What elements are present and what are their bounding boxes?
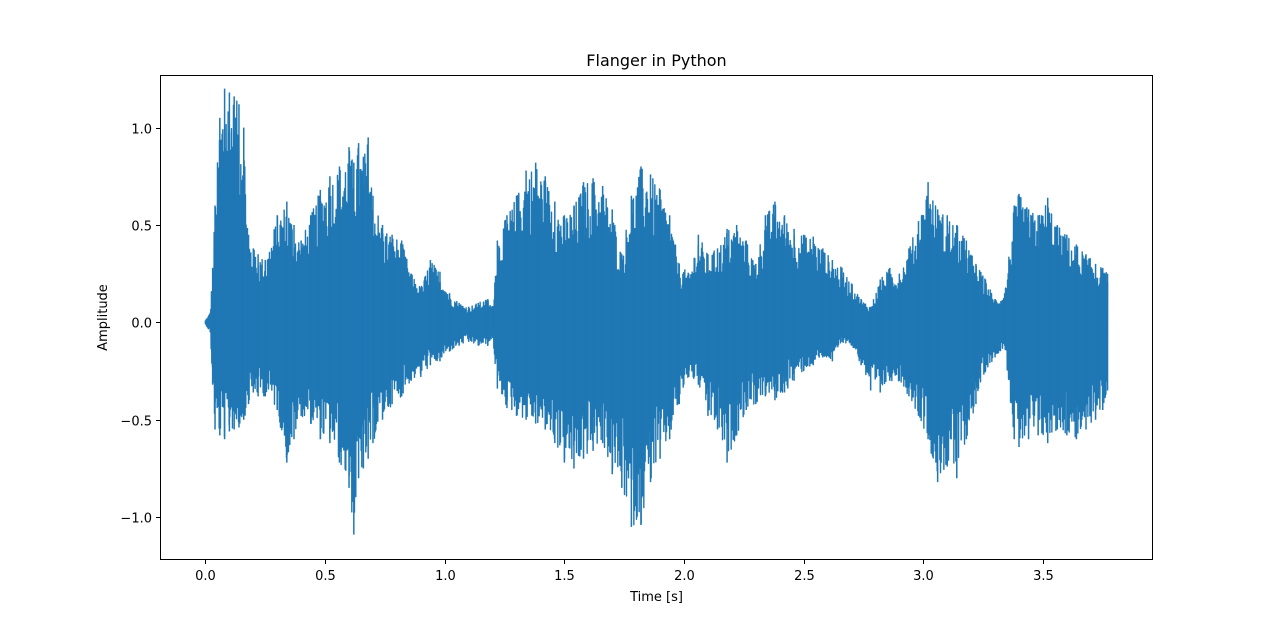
x-tick-label: 0.5	[315, 569, 336, 584]
y-axis-label: Amplitude	[96, 284, 111, 351]
x-axis-label: Time [s]	[629, 590, 683, 605]
series-layer	[204, 88, 1109, 535]
x-axis: 0.0 0.5 1.0 1.5 2.0 2.5 3.0 3.5	[195, 560, 1054, 584]
x-tick-label: 2.5	[794, 569, 815, 584]
plot-frame	[160, 75, 1153, 560]
x-tick-label: 0.0	[195, 569, 216, 584]
x-tick-label: 1.5	[554, 569, 575, 584]
x-tick-label: 1.0	[435, 569, 456, 584]
y-tick-label: 0.5	[131, 220, 152, 235]
x-tick-label: 3.0	[913, 569, 934, 584]
y-tick-label: 0.0	[131, 317, 152, 332]
y-axis: 1.0 0.5 0.0 −0.5 −1.0	[120, 123, 160, 527]
x-tick-label: 2.0	[674, 569, 695, 584]
x-tick-label: 3.5	[1033, 569, 1054, 584]
y-tick-label: −1.0	[120, 512, 152, 527]
y-tick-label: −0.5	[120, 415, 152, 430]
chart-title: Flanger in Python	[586, 51, 726, 70]
y-tick-label: 1.0	[131, 123, 152, 138]
